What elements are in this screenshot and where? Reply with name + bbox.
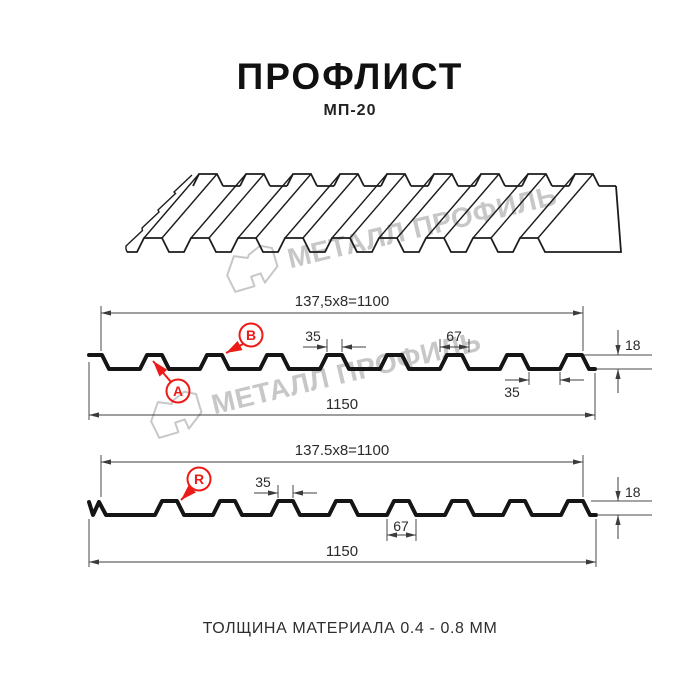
sheet-3d-drawing: [125, 173, 622, 253]
thickness-caption: ТОЛЩИНА МАТЕРИАЛА 0.4 - 0.8 ММ: [202, 620, 498, 637]
marker-a-label: A: [173, 383, 183, 399]
dim-valley-35: 35: [504, 384, 520, 400]
marker-a-leader: [152, 360, 172, 383]
dim-width-bottom: 1150: [326, 543, 358, 560]
dim-rib-bottom-67: 67: [446, 328, 462, 344]
dim-pitch-bottom: 137.5x8=1100: [295, 442, 389, 459]
dim-rib-top-35: 35: [255, 474, 271, 490]
dim-height-18: 18: [625, 484, 641, 500]
marker-b-label: B: [246, 327, 256, 343]
profile-top-section: 137,5x8=1100 1150 35 67 18 35 A B: [87, 293, 652, 420]
profile-bottom-outline: [87, 499, 598, 517]
marker-r-leader: [180, 485, 196, 501]
marker-b-circle: [238, 322, 264, 348]
page-title: ПРОФЛИСТ: [236, 56, 464, 97]
marker-r-circle: [186, 466, 212, 492]
dim-pitch-top: 137,5x8=1100: [295, 293, 389, 310]
marker-r-label: R: [194, 471, 204, 487]
dim-width-top: 1150: [326, 396, 358, 413]
dim-height-18: 18: [625, 337, 641, 353]
dim-rib-top-35: 35: [305, 328, 321, 344]
dim-rib-bottom-67: 67: [393, 518, 409, 534]
page-subtitle: МП-20: [323, 102, 377, 119]
profile-bottom-section: 137.5x8=1100 1150 35 67 18 R: [87, 442, 652, 567]
profile-top-outline: [87, 353, 597, 371]
marker-a-circle: [165, 378, 191, 404]
marker-b-leader: [225, 340, 244, 354]
